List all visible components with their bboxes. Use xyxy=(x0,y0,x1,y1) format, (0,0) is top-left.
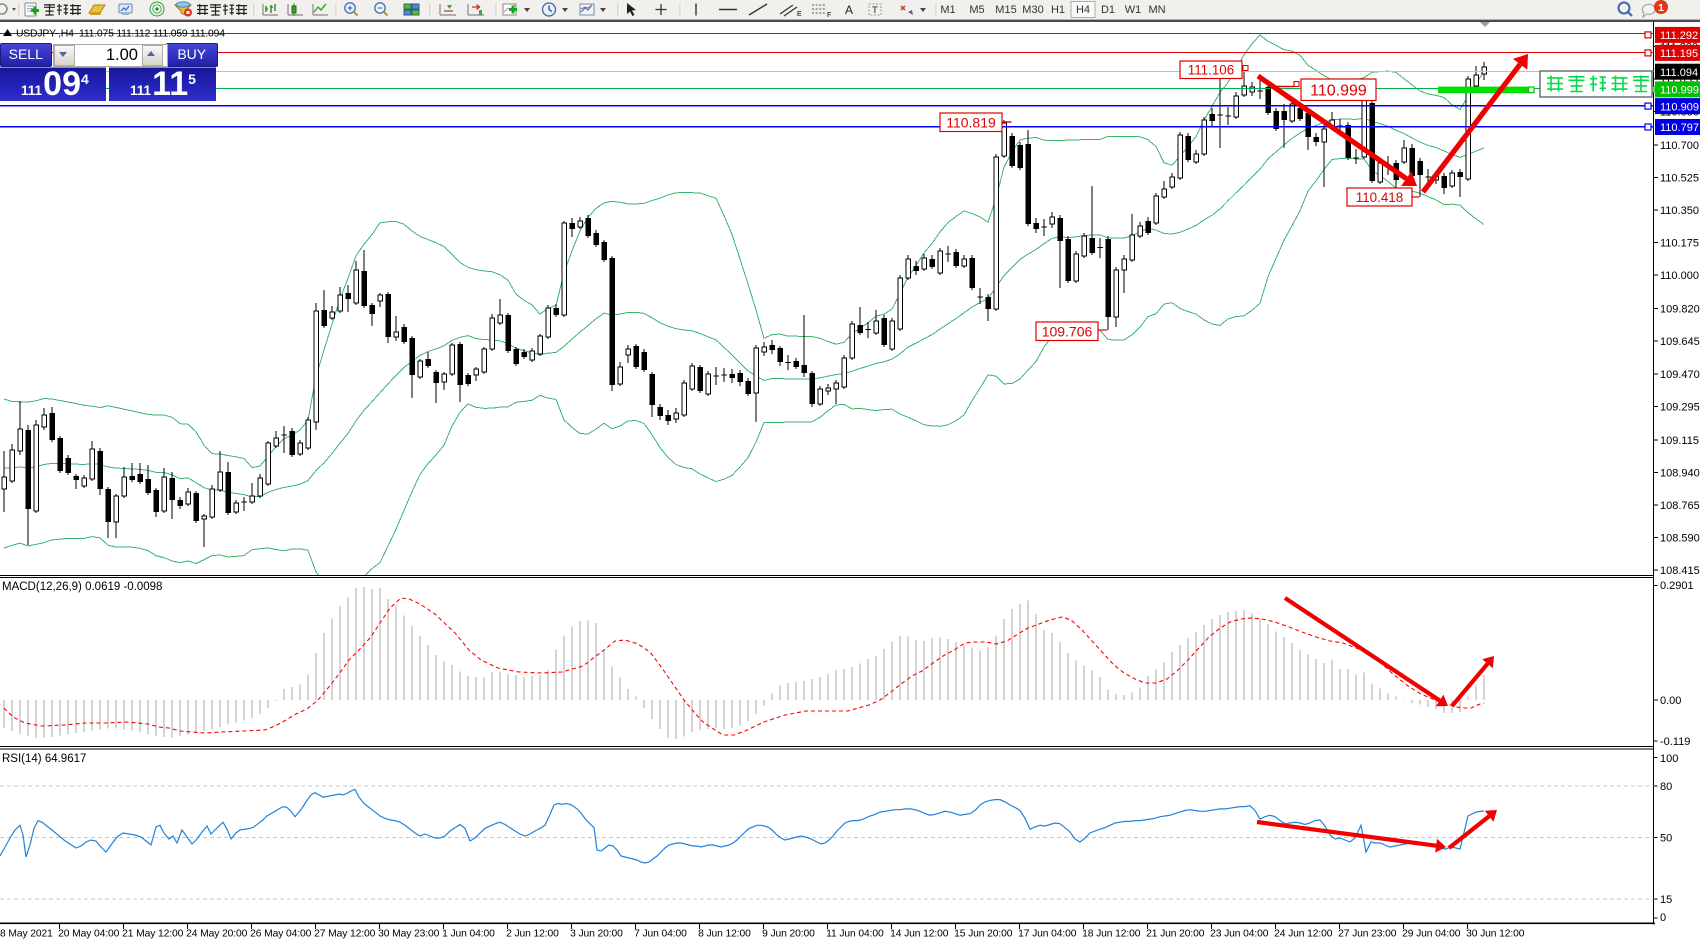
svg-text:11 Jun 04:00: 11 Jun 04:00 xyxy=(826,929,884,940)
svg-text:M15: M15 xyxy=(995,4,1016,16)
svg-text:110.175: 110.175 xyxy=(1660,238,1699,250)
svg-text:109.645: 109.645 xyxy=(1660,336,1700,348)
svg-text:110.418: 110.418 xyxy=(1356,190,1403,205)
svg-text:M5: M5 xyxy=(969,4,984,16)
svg-text:50: 50 xyxy=(1660,833,1672,845)
svg-text:E: E xyxy=(797,11,802,18)
svg-text:M1: M1 xyxy=(940,4,955,16)
svg-text:T: T xyxy=(872,5,878,16)
svg-text:MACD(12,26,9) 0.0619 -0.0098: MACD(12,26,9) 0.0619 -0.0098 xyxy=(2,581,162,593)
svg-text:110.797: 110.797 xyxy=(1660,122,1699,134)
svg-text:108.590: 108.590 xyxy=(1660,533,1700,545)
svg-text:23 Jun 04:00: 23 Jun 04:00 xyxy=(1210,929,1269,940)
svg-text:1 Jun 04:00: 1 Jun 04:00 xyxy=(442,929,495,940)
svg-text:F: F xyxy=(827,12,831,19)
svg-text:108.415: 108.415 xyxy=(1660,565,1700,577)
svg-text:111.106: 111.106 xyxy=(1188,63,1234,78)
svg-text:109.470: 109.470 xyxy=(1660,369,1700,381)
svg-text:0.2901: 0.2901 xyxy=(1660,580,1694,592)
svg-text:17 Jun 04:00: 17 Jun 04:00 xyxy=(1018,929,1077,940)
svg-text:110.000: 110.000 xyxy=(1660,270,1699,282)
svg-text:1: 1 xyxy=(1658,2,1664,14)
svg-text:-0.119: -0.119 xyxy=(1660,736,1690,748)
svg-text:110.999: 110.999 xyxy=(1310,83,1367,100)
svg-text:+: + xyxy=(347,3,352,13)
svg-text:108.765: 108.765 xyxy=(1660,500,1700,512)
svg-text:18 Jun 12:00: 18 Jun 12:00 xyxy=(1082,929,1141,940)
svg-text:110.999: 110.999 xyxy=(1660,85,1699,97)
svg-text:H4: H4 xyxy=(1076,4,1090,16)
svg-text:110.819: 110.819 xyxy=(946,114,996,130)
svg-text:−: − xyxy=(377,3,382,13)
svg-text:110.909: 110.909 xyxy=(1660,101,1699,113)
svg-text:USDJPY-,H4 111.075 111.112 11: USDJPY-,H4 111.075 111.112 111.059 111.0… xyxy=(16,29,225,40)
svg-text:H1: H1 xyxy=(1051,4,1065,16)
svg-text:109.115: 109.115 xyxy=(1660,435,1699,447)
svg-text:14 Jun 12:00: 14 Jun 12:00 xyxy=(890,929,949,940)
svg-text:21 Jun 20:00: 21 Jun 20:00 xyxy=(1146,929,1205,940)
svg-text:111.195: 111.195 xyxy=(1660,48,1698,60)
svg-text:29 Jun 04:00: 29 Jun 04:00 xyxy=(1402,929,1461,940)
svg-text:15: 15 xyxy=(1660,894,1672,906)
svg-text:108.940: 108.940 xyxy=(1660,467,1700,479)
svg-text:8 Jun 12:00: 8 Jun 12:00 xyxy=(698,929,751,940)
svg-text:26 May 04:00: 26 May 04:00 xyxy=(250,929,312,940)
svg-text:A: A xyxy=(845,3,853,17)
svg-text:110.350: 110.350 xyxy=(1660,205,1699,217)
svg-text:8 May 2021: 8 May 2021 xyxy=(0,929,53,940)
svg-text:110.525: 110.525 xyxy=(1660,173,1699,185)
svg-text:27 May 12:00: 27 May 12:00 xyxy=(314,929,376,940)
svg-text:27 Jun 23:00: 27 Jun 23:00 xyxy=(1338,929,1397,940)
svg-text:W1: W1 xyxy=(1125,4,1142,16)
svg-text:0: 0 xyxy=(1660,912,1666,924)
svg-text:30 Jun 12:00: 30 Jun 12:00 xyxy=(1466,929,1525,940)
svg-text:21 May 12:00: 21 May 12:00 xyxy=(122,929,184,940)
svg-text:30 May 23:00: 30 May 23:00 xyxy=(378,929,440,940)
svg-text:111.292: 111.292 xyxy=(1660,30,1698,42)
svg-text:80: 80 xyxy=(1660,781,1672,793)
svg-text:109.295: 109.295 xyxy=(1660,401,1700,413)
svg-text:20 May 04:00: 20 May 04:00 xyxy=(58,929,120,940)
svg-text:7 Jun 04:00: 7 Jun 04:00 xyxy=(634,929,687,940)
svg-text:9 Jun 20:00: 9 Jun 20:00 xyxy=(762,929,815,940)
svg-text:100: 100 xyxy=(1660,753,1678,765)
svg-text:109.706: 109.706 xyxy=(1042,323,1093,339)
svg-text:M30: M30 xyxy=(1022,4,1043,16)
svg-text:2 Jun 12:00: 2 Jun 12:00 xyxy=(506,929,559,940)
svg-text:110.700: 110.700 xyxy=(1660,140,1699,152)
svg-text:RSI(14) 64.9617: RSI(14) 64.9617 xyxy=(2,753,86,765)
svg-text:24 May 20:00: 24 May 20:00 xyxy=(186,929,248,940)
svg-text:0.00: 0.00 xyxy=(1660,695,1681,707)
svg-text:24 Jun 12:00: 24 Jun 12:00 xyxy=(1274,929,1333,940)
svg-text:MN: MN xyxy=(1148,4,1165,16)
svg-text:D1: D1 xyxy=(1101,4,1115,16)
svg-text:111.094: 111.094 xyxy=(1660,67,1698,79)
svg-text:3 Jun 20:00: 3 Jun 20:00 xyxy=(570,929,623,940)
svg-text:15 Jun 20:00: 15 Jun 20:00 xyxy=(954,929,1013,940)
svg-text:109.820: 109.820 xyxy=(1660,304,1700,316)
